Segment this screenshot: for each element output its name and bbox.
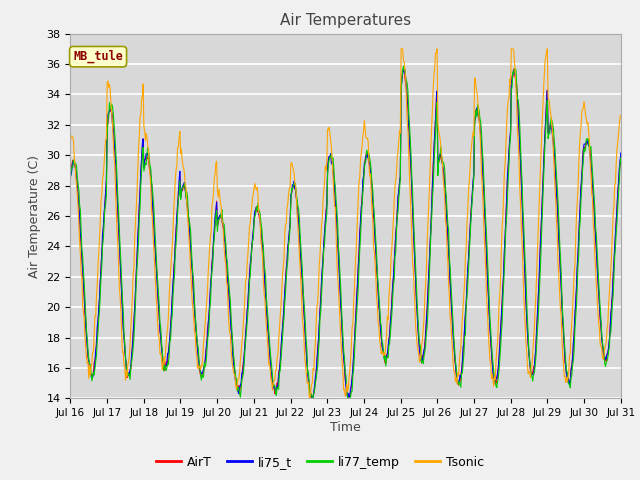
Title: Air Temperatures: Air Temperatures xyxy=(280,13,411,28)
Y-axis label: Air Temperature (C): Air Temperature (C) xyxy=(28,155,41,277)
Text: MB_tule: MB_tule xyxy=(73,50,123,63)
Legend: AirT, li75_t, li77_temp, Tsonic: AirT, li75_t, li77_temp, Tsonic xyxy=(150,451,490,474)
X-axis label: Time: Time xyxy=(330,421,361,434)
